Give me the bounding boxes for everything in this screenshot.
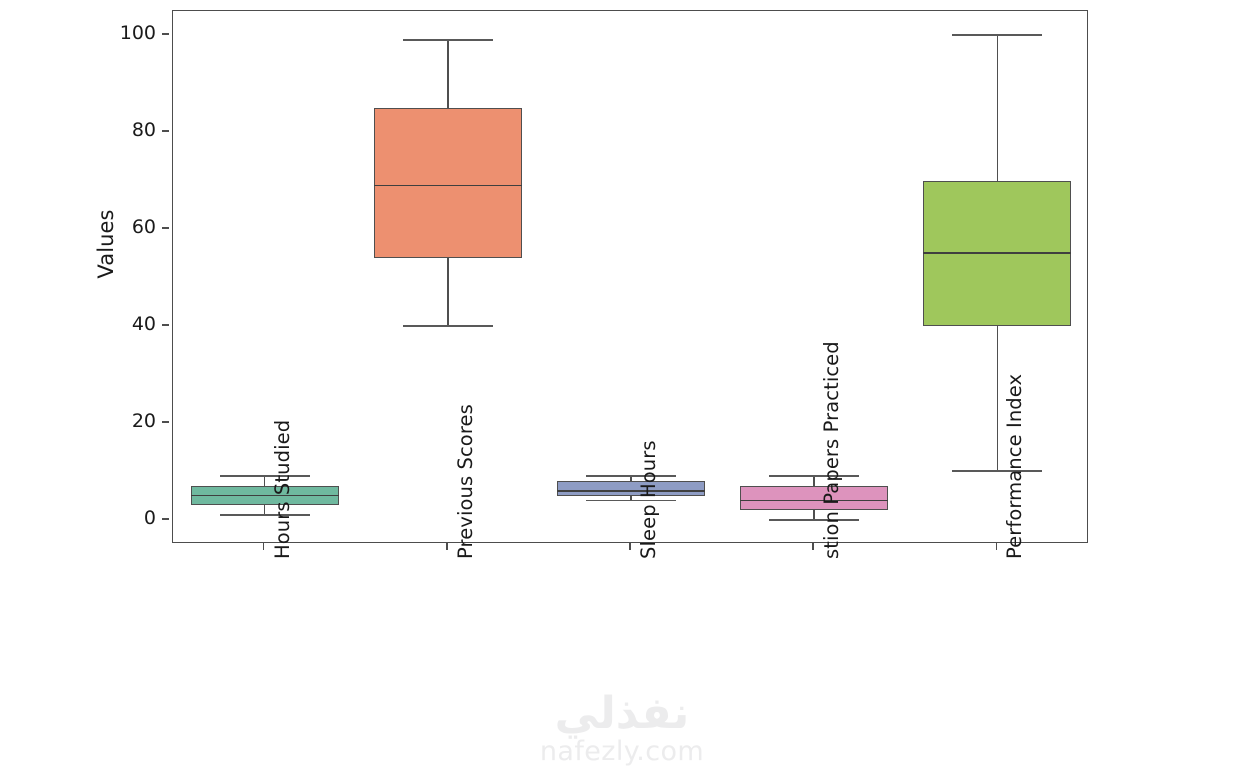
whisker-lower	[813, 510, 815, 520]
cap-lower	[952, 470, 1043, 473]
whisker-upper	[447, 40, 449, 108]
x-tick-mark	[446, 543, 448, 550]
cap-upper	[402, 39, 493, 41]
y-tick-label: 100	[119, 22, 156, 45]
whisker-upper	[813, 476, 815, 486]
whisker-upper	[263, 476, 266, 486]
median-line	[190, 494, 339, 497]
whisker-lower	[996, 325, 999, 472]
y-tick-mark	[162, 130, 169, 132]
cap-lower	[586, 499, 676, 502]
cap-upper	[952, 34, 1043, 37]
whisker-lower	[263, 505, 266, 515]
y-tick-label: 20	[131, 409, 156, 432]
cap-upper	[219, 475, 310, 477]
y-tick-label: 80	[131, 119, 156, 142]
plot-area	[172, 10, 1088, 543]
median-line	[373, 184, 522, 187]
watermark-latin: nafezly.com	[539, 736, 705, 767]
x-tick-label: stion Papers Practiced	[820, 341, 844, 559]
whisker-upper	[630, 476, 632, 481]
y-tick-mark	[162, 33, 169, 36]
x-tick-label: Previous Scores	[453, 404, 477, 559]
watermark-arabic: نفذلي	[554, 688, 690, 739]
x-tick-label: Hours Studied	[270, 419, 294, 559]
x-tick-mark	[812, 543, 814, 550]
y-tick-mark	[162, 227, 169, 229]
x-tick-label: Sleep Hours	[637, 440, 660, 559]
y-tick-label: 40	[131, 312, 156, 335]
y-tick-mark	[162, 517, 169, 520]
x-tick-mark	[629, 543, 631, 550]
cap-upper	[769, 475, 860, 477]
x-tick-mark	[262, 543, 265, 550]
y-tick-mark	[162, 421, 169, 423]
box-iqr	[373, 107, 522, 259]
y-tick-mark	[162, 324, 169, 326]
x-tick-label: Performance Index	[1003, 373, 1027, 559]
median-line	[557, 489, 705, 492]
cap-lower	[219, 514, 310, 516]
cap-lower	[402, 325, 493, 327]
whisker-lower	[447, 258, 449, 326]
cap-upper	[586, 475, 676, 477]
whisker-lower	[630, 495, 632, 501]
box-iqr	[740, 485, 889, 511]
median-line	[923, 252, 1072, 255]
watermark: نفذلي nafezly.com	[522, 692, 722, 767]
box-iqr	[557, 481, 705, 496]
y-tick-label: 60	[131, 216, 156, 239]
y-axis-label: Values	[94, 209, 118, 279]
y-tick-label: 0	[143, 506, 156, 529]
cap-lower	[769, 518, 860, 521]
whisker-upper	[996, 35, 999, 181]
median-line	[740, 499, 889, 502]
x-tick-mark	[995, 543, 998, 550]
